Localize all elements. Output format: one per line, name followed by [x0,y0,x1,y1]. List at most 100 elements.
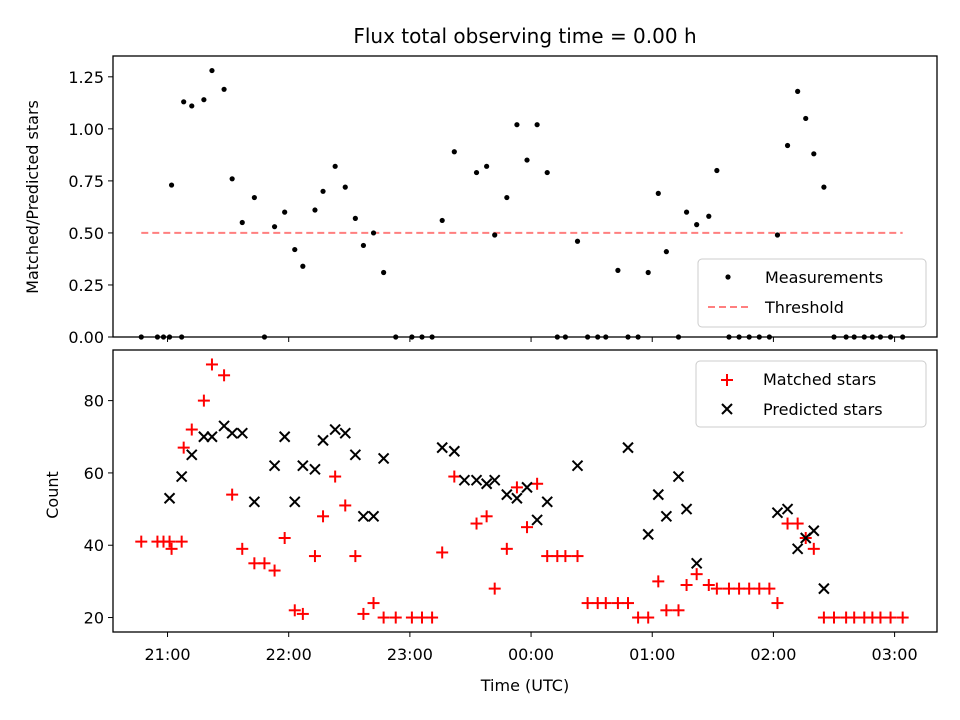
matched-star-point [874,611,887,624]
predicted-star-point [680,503,693,515]
bottom-x-axis-label: Time (UTC) [480,676,569,695]
predicted-star-b [531,514,543,526]
measurement-point [181,99,187,105]
predicted-star-b [163,492,176,504]
measurement-point [726,334,732,340]
predicted-star-point [488,474,501,486]
measurement-point [635,334,641,340]
predicted-star-point [268,459,281,472]
predicted-star-b [349,449,362,461]
predicted-star-b [448,445,461,457]
matched-star-point [581,597,594,610]
measurement-point [229,176,235,182]
measurement-point [574,238,581,244]
y-tick-label: 40 [84,536,104,555]
y-tick-label: 60 [84,464,104,483]
measurement-point [706,213,712,219]
predicted-star-point [206,431,218,443]
matched-star-point [817,611,830,624]
matched-star-point [743,582,756,595]
predicted-star-b [690,557,703,570]
measurement-point [342,184,348,190]
predicted-star-b [268,459,281,472]
matched-star-point [329,470,342,483]
predicted-star-b [236,427,248,439]
matched-star-point [722,582,735,595]
measurement-point [562,334,568,340]
predicted-star-b [339,427,351,439]
predicted-star-point [470,474,483,486]
predicted-star-point [163,492,176,504]
matched-star-point [436,546,449,559]
predicted-star-point [660,510,673,523]
matched-star-point [405,611,418,624]
matched-star-point [488,582,501,595]
matched-star-point [702,579,715,591]
measurement-point [239,219,245,226]
measurement-point [166,334,173,340]
predicted-star-point [781,503,794,515]
matched-star-point [163,535,176,548]
matched-star-point [135,535,148,548]
matched-star-point [771,597,784,610]
measurement-point [756,334,762,340]
predicted-star-b [470,474,483,486]
predicted-star-b [781,503,794,515]
y-tick-label: 0.50 [68,224,104,243]
y-tick-label: 0.00 [68,328,104,347]
measurement-point [766,334,772,340]
predicted-star-point [690,557,703,570]
measurement-point [189,103,195,109]
measurement-point [663,249,669,255]
matched-star-point [680,579,693,591]
predicted-star-point [226,427,238,439]
y-tick-label: 80 [84,392,104,411]
predicted-star-point [436,441,448,454]
measurement-point [683,209,690,215]
matched-star-point [828,611,840,624]
measurement-point [292,246,298,253]
predicted-star-b [501,488,513,501]
predicted-star-b [377,452,390,465]
predicted-star-point [339,427,351,439]
predicted-star-point [357,510,370,523]
predicted-star-point [480,478,493,490]
legend-matched-label: Matched stars [763,370,876,389]
y-tick-label: 20 [84,609,104,628]
measurement-point [831,334,837,340]
measurement-point [352,215,358,221]
measurement-point [300,263,306,269]
measurement-point [419,334,425,340]
matched-star-point [521,521,534,534]
x-tick-label: 21:00 [144,645,190,664]
matched-star-point [510,481,523,494]
predicted-star-point [377,452,390,465]
matched-star-point [236,542,249,555]
measurement-point [451,149,457,155]
predicted-star-point [448,445,461,457]
predicted-star-b [458,474,471,486]
matched-star-point [848,611,861,624]
matched-star-point [672,604,685,617]
legend-measurements-marker [725,274,731,280]
predicted-star-point [818,582,830,595]
x-tick-label: 00:00 [508,645,554,664]
top-y-ticks: 0.00 0.25 0.50 0.75 1.00 1.25 [68,68,113,347]
matched-star-point [296,607,309,620]
predicted-star-point [458,474,471,486]
measurement-point [795,88,801,94]
measurement-point [595,334,601,340]
matched-star-point [175,535,188,548]
matched-star-point [480,510,493,523]
matched-star-point [218,369,231,382]
measurement-point [861,334,867,340]
matched-star-point [288,604,301,617]
matched-star-point [710,582,723,595]
matched-star-point [389,611,402,624]
predicted-star-point [791,543,804,555]
bottom-data-marks [135,358,909,624]
matched-star-point [177,441,190,454]
matched-star-point [339,499,352,512]
y-tick-label: 0.75 [68,172,104,191]
measurement-point [524,157,530,163]
